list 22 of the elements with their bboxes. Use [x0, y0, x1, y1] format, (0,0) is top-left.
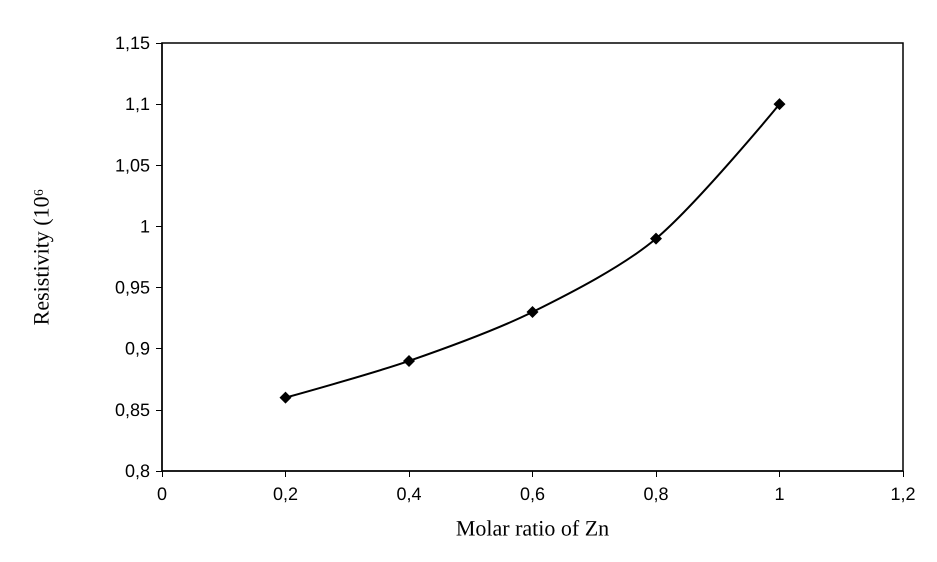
x-tick-label: 1,2	[890, 484, 916, 504]
point	[774, 98, 786, 110]
y-tick-label: 0,95	[114, 278, 150, 298]
point	[526, 306, 538, 318]
point	[650, 232, 662, 245]
x-tick-label: 0,6	[520, 484, 546, 504]
point	[403, 354, 415, 367]
y-tick-label: 1,15	[114, 33, 150, 53]
y-tick-label: 0,85	[114, 400, 150, 420]
point	[280, 392, 292, 404]
y-axis-title: Resistivity (10⁶	[28, 188, 54, 326]
y-tick-label: 0,8	[124, 461, 150, 481]
y-tick-label: 1,05	[114, 155, 150, 176]
x-tick-label: 1	[774, 484, 785, 504]
x-tick-label: 0,4	[396, 484, 422, 504]
y-tick-label: 0,9	[124, 338, 150, 359]
y-tick-label: 1,1	[124, 94, 150, 114]
x-tick-label: 0,8	[643, 484, 669, 504]
y-tick-label: 1	[140, 216, 150, 236]
x-axis-title: Molar ratio of Zn	[456, 516, 610, 540]
x-tick-label: 0	[156, 484, 168, 504]
x-tick-label: 0,2	[272, 484, 298, 504]
